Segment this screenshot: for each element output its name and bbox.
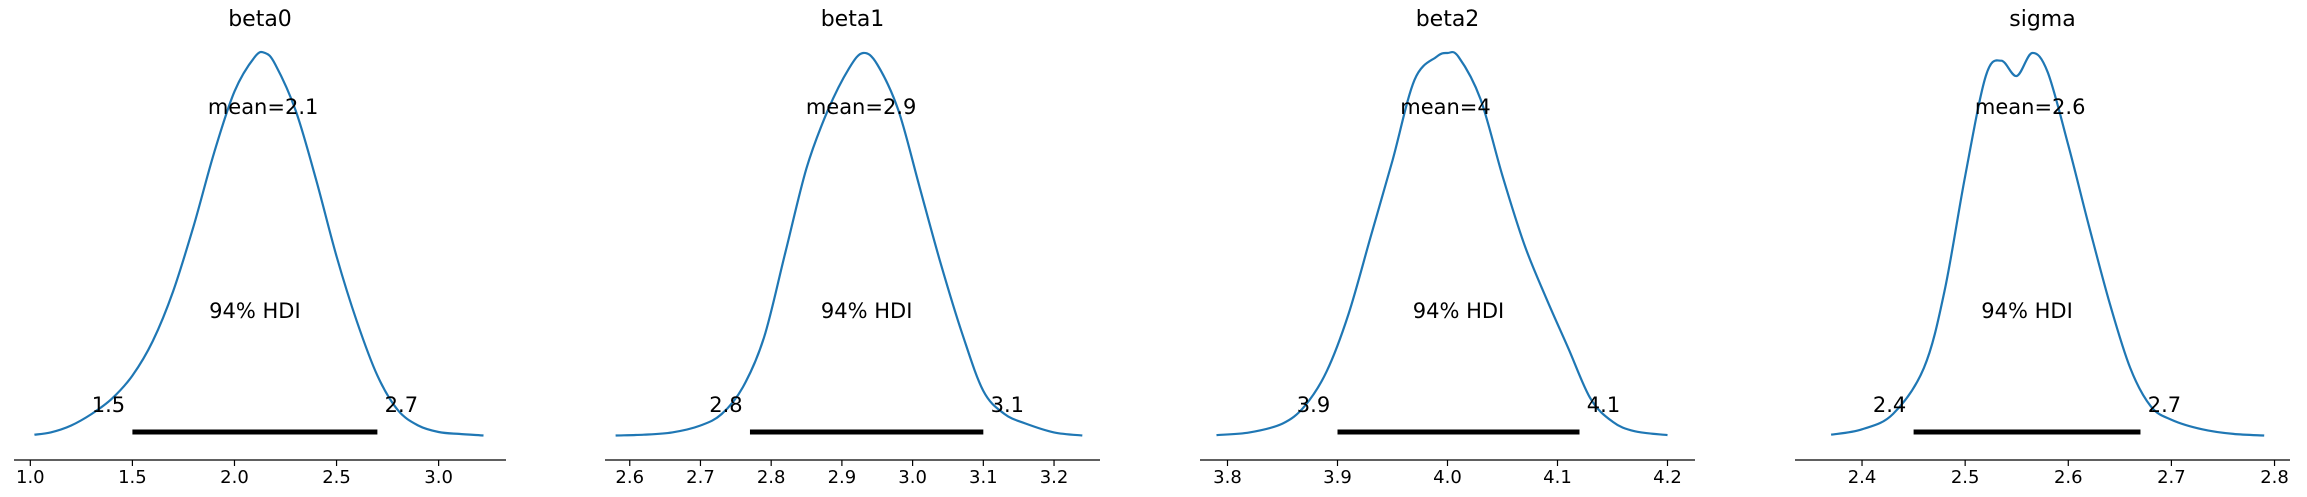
subplot-title: beta2 <box>1416 7 1480 32</box>
x-tick-label: 2.0 <box>220 467 249 488</box>
subplot-sigma: sigma mean=2.6 94% HDI 2.4 2.7 2.4 2.5 2.6 2.7 2.… <box>1795 7 2290 488</box>
x-tick-label: 3.8 <box>1213 467 1242 488</box>
x-tick-label: 2.7 <box>2157 467 2186 488</box>
hdi-label: 94% HDI <box>1981 299 2073 323</box>
mean-label: mean=2.9 <box>806 95 917 119</box>
subplot-title: sigma <box>2009 7 2075 32</box>
mean-label: mean=4 <box>1400 95 1491 119</box>
x-tick-label: 3.2 <box>1040 467 1069 488</box>
x-tick-label: 4.2 <box>1653 467 1682 488</box>
x-tick-label: 3.9 <box>1323 467 1352 488</box>
x-tick-label: 2.6 <box>2054 467 2083 488</box>
hdi-low-label: 2.4 <box>1873 393 1906 417</box>
subplot-beta1: beta1 mean=2.9 94% HDI 2.8 3.1 2.6 2.7 2.8 2.9 3.… <box>605 7 1100 488</box>
x-tick-label: 1.0 <box>16 467 45 488</box>
x-tick-label: 2.9 <box>828 467 857 488</box>
hdi-label: 94% HDI <box>209 299 301 323</box>
hdi-low-label: 1.5 <box>92 393 125 417</box>
x-tick-label: 2.8 <box>2260 467 2289 488</box>
density-curve <box>615 51 1083 437</box>
x-tick-label: 1.5 <box>118 467 147 488</box>
density-curve <box>34 50 484 437</box>
x-tick-label: 2.4 <box>1848 467 1877 488</box>
hdi-high-label: 2.7 <box>385 393 418 417</box>
hdi-high-label: 4.1 <box>1587 393 1620 417</box>
x-tick-label: 2.8 <box>757 467 786 488</box>
mean-label: mean=2.6 <box>1975 95 2086 119</box>
hdi-label: 94% HDI <box>1413 299 1505 323</box>
hdi-low-label: 2.8 <box>709 393 742 417</box>
subplot-title: beta1 <box>821 7 885 32</box>
density-curve <box>1830 51 2265 437</box>
subplot-beta0: beta0 mean=2.1 94% HDI 1.5 2.7 1.0 1.5 2.0 2.5 3.… <box>14 7 506 488</box>
x-tick-label: 2.6 <box>615 467 644 488</box>
subplot-beta2: beta2 mean=4 94% HDI 3.9 4.1 3.8 3.9 4.0 4.1 4.2 <box>1200 7 1695 488</box>
x-tick-label: 3.0 <box>898 467 927 488</box>
hdi-label: 94% HDI <box>821 299 913 323</box>
x-tick-label: 4.0 <box>1433 467 1462 488</box>
x-tick-label: 4.1 <box>1543 467 1572 488</box>
hdi-low-label: 3.9 <box>1297 393 1330 417</box>
density-curve <box>1216 50 1668 437</box>
x-tick-label: 3.0 <box>424 467 453 488</box>
hdi-high-label: 2.7 <box>2148 393 2181 417</box>
mean-label: mean=2.1 <box>208 95 319 119</box>
x-tick-label: 2.7 <box>686 467 715 488</box>
subplot-title: beta0 <box>228 7 292 32</box>
x-tick-label: 3.1 <box>969 467 998 488</box>
x-tick-label: 2.5 <box>1951 467 1980 488</box>
x-tick-label: 2.5 <box>322 467 351 488</box>
hdi-high-label: 3.1 <box>991 393 1024 417</box>
